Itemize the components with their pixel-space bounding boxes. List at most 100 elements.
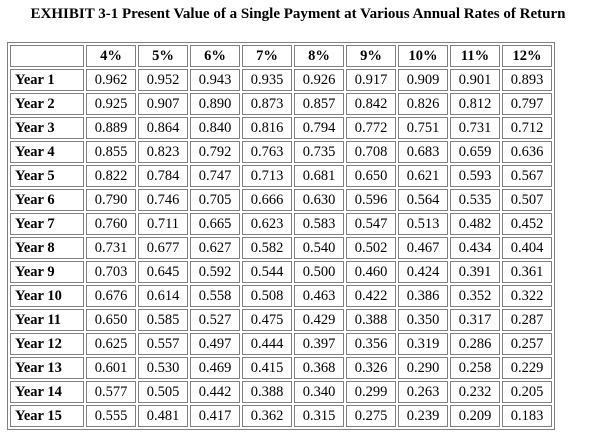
present-value-cell: 0.952 [138, 69, 188, 91]
present-value-cell: 0.535 [450, 189, 500, 211]
year-label: Year 14 [10, 381, 84, 403]
present-value-cell: 0.361 [502, 261, 552, 283]
present-value-cell: 0.452 [502, 213, 552, 235]
present-value-cell: 0.731 [86, 237, 136, 259]
year-label: Year 7 [10, 213, 84, 235]
present-value-cell: 0.205 [502, 381, 552, 403]
present-value-cell: 0.711 [138, 213, 188, 235]
present-value-cell: 0.751 [398, 117, 448, 139]
table-row: Year 4 0.855 0.823 0.792 0.763 0.735 0.708 0.68… [10, 141, 552, 163]
table-body: Year 1 0.962 0.952 0.943 0.935 0.926 0.917 0.90… [10, 69, 552, 427]
present-value-cell: 0.593 [450, 165, 500, 187]
present-value-cell: 0.705 [190, 189, 240, 211]
present-value-cell: 0.826 [398, 93, 448, 115]
present-value-cell: 0.481 [138, 405, 188, 427]
present-value-cell: 0.258 [450, 357, 500, 379]
present-value-cell: 0.790 [86, 189, 136, 211]
rate-column-header: 4% [86, 45, 136, 67]
present-value-cell: 0.812 [450, 93, 500, 115]
rate-column-header: 11% [450, 45, 500, 67]
present-value-cell: 0.508 [242, 285, 292, 307]
present-value-cell: 0.917 [346, 69, 396, 91]
present-value-cell: 0.703 [86, 261, 136, 283]
year-label: Year 6 [10, 189, 84, 211]
present-value-cell: 0.857 [294, 93, 344, 115]
present-value-cell: 0.797 [502, 93, 552, 115]
present-value-cell: 0.356 [346, 333, 396, 355]
rate-column-header: 10% [398, 45, 448, 67]
table-row: Year 6 0.790 0.746 0.705 0.666 0.630 0.596 0.56… [10, 189, 552, 211]
header-row: 4% 5% 6% 7% 8% 9% 10% 11% 12% [10, 45, 552, 67]
header-corner-cell [10, 45, 84, 67]
present-value-cell: 0.659 [450, 141, 500, 163]
present-value-cell: 0.422 [346, 285, 396, 307]
present-value-cell: 0.583 [294, 213, 344, 235]
present-value-cell: 0.666 [242, 189, 292, 211]
present-value-cell: 0.527 [190, 309, 240, 331]
present-value-cell: 0.625 [86, 333, 136, 355]
table-row: Year 3 0.889 0.864 0.840 0.816 0.794 0.772 0.75… [10, 117, 552, 139]
present-value-cell: 0.676 [86, 285, 136, 307]
present-value-cell: 0.350 [398, 309, 448, 331]
present-value-cell: 0.513 [398, 213, 448, 235]
present-value-cell: 0.434 [450, 237, 500, 259]
table-row: Year 12 0.625 0.557 0.497 0.444 0.397 0.356 0.3… [10, 333, 552, 355]
present-value-cell: 0.746 [138, 189, 188, 211]
present-value-cell: 0.460 [346, 261, 396, 283]
year-label: Year 11 [10, 309, 84, 331]
present-value-cell: 0.564 [398, 189, 448, 211]
present-value-cell: 0.497 [190, 333, 240, 355]
present-value-cell: 0.286 [450, 333, 500, 355]
present-value-cell: 0.275 [346, 405, 396, 427]
present-value-cell: 0.482 [450, 213, 500, 235]
present-value-cell: 0.299 [346, 381, 396, 403]
present-value-cell: 0.558 [190, 285, 240, 307]
present-value-cell: 0.500 [294, 261, 344, 283]
table-row: Year 11 0.650 0.585 0.527 0.475 0.429 0.388 0.3… [10, 309, 552, 331]
year-label: Year 2 [10, 93, 84, 115]
present-value-cell: 0.326 [346, 357, 396, 379]
year-label: Year 10 [10, 285, 84, 307]
present-value-cell: 0.424 [398, 261, 448, 283]
present-value-cell: 0.627 [190, 237, 240, 259]
present-value-cell: 0.708 [346, 141, 396, 163]
rate-column-header: 12% [502, 45, 552, 67]
present-value-cell: 0.645 [138, 261, 188, 283]
present-value-cell: 0.388 [346, 309, 396, 331]
present-value-cell: 0.713 [242, 165, 292, 187]
table-row: Year 10 0.676 0.614 0.558 0.508 0.463 0.422 0.3… [10, 285, 552, 307]
rate-column-header: 8% [294, 45, 344, 67]
present-value-cell: 0.592 [190, 261, 240, 283]
present-value-cell: 0.962 [86, 69, 136, 91]
present-value-cell: 0.555 [86, 405, 136, 427]
present-value-cell: 0.864 [138, 117, 188, 139]
present-value-cell: 0.429 [294, 309, 344, 331]
present-value-cell: 0.183 [502, 405, 552, 427]
present-value-cell: 0.315 [294, 405, 344, 427]
present-value-cell: 0.319 [398, 333, 448, 355]
present-value-cell: 0.585 [138, 309, 188, 331]
table-row: Year 8 0.731 0.677 0.627 0.582 0.540 0.502 0.46… [10, 237, 552, 259]
present-value-cell: 0.681 [294, 165, 344, 187]
present-value-cell: 0.855 [86, 141, 136, 163]
present-value-cell: 0.540 [294, 237, 344, 259]
present-value-cell: 0.794 [294, 117, 344, 139]
present-value-cell: 0.229 [502, 357, 552, 379]
present-value-cell: 0.650 [346, 165, 396, 187]
present-value-cell: 0.547 [346, 213, 396, 235]
present-value-cell: 0.747 [190, 165, 240, 187]
present-value-cell: 0.623 [242, 213, 292, 235]
year-label: Year 12 [10, 333, 84, 355]
present-value-cell: 0.840 [190, 117, 240, 139]
table-row: Year 2 0.925 0.907 0.890 0.873 0.857 0.842 0.82… [10, 93, 552, 115]
present-value-cell: 0.873 [242, 93, 292, 115]
present-value-cell: 0.596 [346, 189, 396, 211]
present-value-cell: 0.322 [502, 285, 552, 307]
present-value-cell: 0.792 [190, 141, 240, 163]
present-value-cell: 0.507 [502, 189, 552, 211]
present-value-cell: 0.557 [138, 333, 188, 355]
present-value-cell: 0.404 [502, 237, 552, 259]
present-value-cell: 0.760 [86, 213, 136, 235]
table-row: Year 7 0.760 0.711 0.665 0.623 0.583 0.547 0.51… [10, 213, 552, 235]
present-value-cell: 0.926 [294, 69, 344, 91]
